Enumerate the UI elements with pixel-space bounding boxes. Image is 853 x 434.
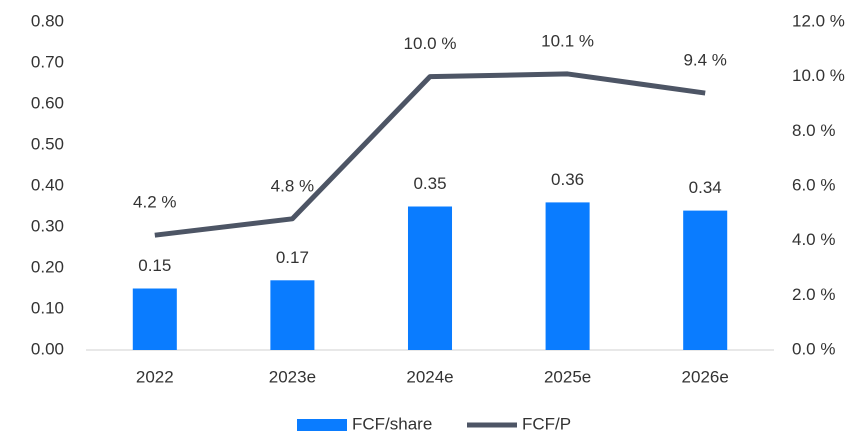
data-label: 0.35 — [413, 174, 446, 193]
y-tick-label: 0.40 — [31, 175, 64, 194]
data-label: 0.17 — [276, 248, 309, 267]
y-tick-label: 0.30 — [31, 216, 64, 235]
y2-tick-label: 8.0 % — [792, 121, 835, 140]
data-label: 10.1 % — [541, 31, 594, 50]
bar — [545, 202, 590, 350]
y2-tick-label: 6.0 % — [792, 175, 835, 194]
data-label: 0.36 — [551, 170, 584, 189]
y2-tick-label: 10.0 % — [792, 66, 845, 85]
data-label: 0.34 — [689, 178, 722, 197]
y-tick-label: 0.80 — [31, 11, 64, 30]
legend-label: FCF/P — [522, 414, 571, 433]
y2-tick-label: 12.0 % — [792, 11, 845, 30]
y-tick-label: 0.00 — [31, 339, 64, 358]
legend-swatch — [297, 419, 347, 431]
data-label: 10.0 % — [404, 34, 457, 53]
y-tick-label: 0.20 — [31, 257, 64, 276]
x-tick-label: 2022 — [136, 367, 174, 386]
x-tick-label: 2026e — [682, 367, 729, 386]
data-label: 4.2 % — [133, 193, 176, 212]
bar — [270, 280, 315, 350]
x-tick-label: 2025e — [544, 367, 591, 386]
line — [154, 71, 706, 238]
y-tick-label: 0.60 — [31, 93, 64, 112]
x-tick-label: 2023e — [269, 367, 316, 386]
y-tick-label: 0.10 — [31, 298, 64, 317]
y2-tick-label: 0.0 % — [792, 339, 835, 358]
y2-tick-label: 4.0 % — [792, 230, 835, 249]
y2-tick-label: 2.0 % — [792, 285, 835, 304]
bar — [132, 288, 177, 350]
legend-label: FCF/share — [352, 414, 432, 433]
y-tick-label: 0.70 — [31, 52, 64, 71]
data-label: 4.8 % — [271, 176, 314, 195]
data-label: 0.15 — [138, 256, 171, 275]
data-label: 9.4 % — [683, 51, 726, 70]
bar — [683, 210, 728, 350]
bar — [407, 206, 453, 350]
x-tick-label: 2024e — [406, 367, 453, 386]
y-tick-label: 0.50 — [31, 134, 64, 153]
